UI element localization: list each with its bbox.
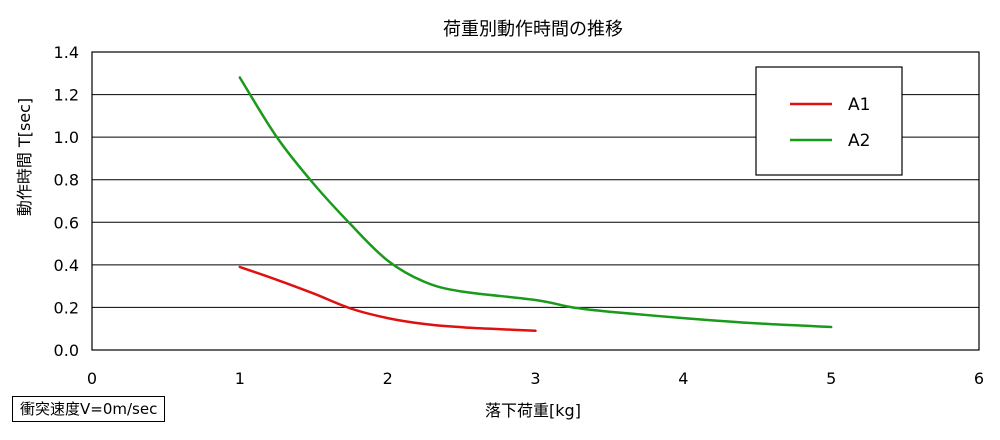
y-tick-label: 1.2: [54, 86, 79, 105]
legend: A1 A2: [755, 66, 903, 176]
series-line-a2: [238, 76, 833, 329]
plot-frame: [91, 51, 980, 351]
x-tick-label: 6: [974, 369, 984, 388]
x-tick-label: 5: [826, 369, 836, 388]
x-tick-label: 1: [235, 369, 245, 388]
y-tick-label: 1.0: [54, 128, 79, 147]
y-axis-label: 動作時間 T[sec]: [15, 98, 34, 216]
x-axis-label: 落下荷重[kg]: [485, 401, 581, 420]
series-line-a1: [238, 265, 537, 333]
legend-label-a1: A1: [848, 95, 870, 115]
y-tick-label: 0.0: [54, 341, 79, 360]
x-tick-label: 4: [678, 369, 688, 388]
x-tick-label: 0: [87, 369, 97, 388]
legend-label-a2: A2: [848, 131, 870, 151]
y-tick-label: 0.8: [54, 171, 79, 190]
collision-speed-note: 衝突速度V=0m/sec: [12, 396, 166, 422]
y-tick-label: 1.4: [54, 43, 79, 62]
y-tick-label: 0.6: [54, 213, 79, 232]
chart-title: 荷重別動作時間の推移: [443, 19, 623, 40]
y-tick-label: 0.4: [54, 256, 79, 275]
y-tick-label: 0.2: [54, 298, 79, 317]
x-tick-label: 2: [383, 369, 393, 388]
x-tick-label: 3: [530, 369, 540, 388]
legend-box: [755, 66, 903, 176]
